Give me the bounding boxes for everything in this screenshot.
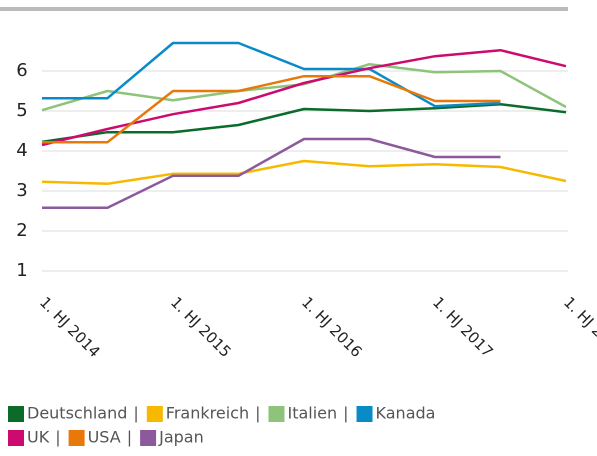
legend-swatch xyxy=(68,430,85,446)
legend-label: Japan xyxy=(158,428,204,447)
legend-label: USA xyxy=(88,428,121,447)
legend-separator: | xyxy=(127,428,132,447)
x-tick-label: 1. HJ 2016 xyxy=(298,293,366,361)
y-tick-label: 4 xyxy=(16,140,27,161)
legend-label: Kanada xyxy=(376,404,436,423)
legend-separator: | xyxy=(343,404,348,423)
legend-label: Deutschland xyxy=(27,404,127,423)
legend-separator: | xyxy=(55,428,60,447)
y-tick-label: 3 xyxy=(16,180,27,201)
legend-swatch xyxy=(268,406,285,422)
series-line xyxy=(42,41,501,108)
x-tick-label: 1. HJ 2014 xyxy=(36,293,104,361)
legend-swatch xyxy=(8,430,24,446)
legend-swatch xyxy=(8,406,24,422)
x-tick-label: 1. HJ 2018 xyxy=(560,293,597,361)
legend-label: Frankreich xyxy=(166,404,249,423)
series-line xyxy=(42,74,501,144)
legend-swatch xyxy=(140,430,157,446)
legend-label: UK xyxy=(27,428,50,447)
y-tick-label: 6 xyxy=(16,60,27,81)
legend-separator: | xyxy=(133,404,138,423)
top-rule xyxy=(0,7,568,11)
y-tick-label: 1 xyxy=(16,260,27,281)
series-line xyxy=(41,102,567,144)
y-tick-label: 2 xyxy=(16,220,27,241)
x-tick-label: 1. HJ 2017 xyxy=(429,293,497,361)
x-tick-label: 1. HJ 2015 xyxy=(167,293,235,361)
legend-label: Italien xyxy=(287,404,337,423)
legend-swatch xyxy=(146,406,163,422)
series-line xyxy=(42,137,501,210)
legend-swatch xyxy=(356,406,373,422)
legend-separator: | xyxy=(255,404,260,423)
y-tick-label: 5 xyxy=(16,100,27,121)
series-line xyxy=(41,159,567,186)
